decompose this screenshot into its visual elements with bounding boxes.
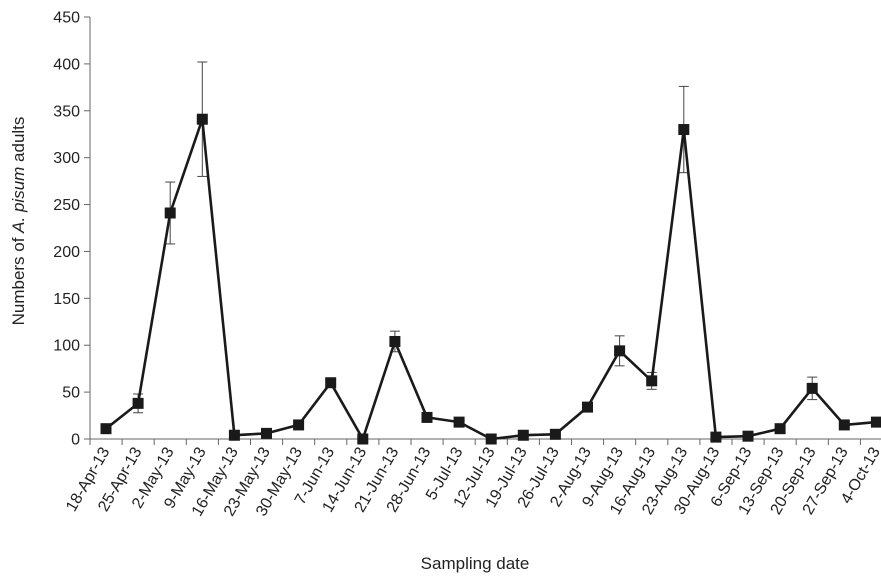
data-point-marker	[838, 419, 850, 431]
data-point-marker	[517, 429, 529, 441]
data-markers	[100, 113, 881, 445]
data-point-marker	[389, 335, 401, 347]
error-bars	[133, 61, 818, 414]
data-point-marker	[678, 124, 690, 136]
data-point-marker	[325, 377, 337, 389]
y-axis-ticks: 0 50 100 150 200 250 300 350 400 450	[53, 10, 90, 449]
y-tick-label: 100	[53, 338, 80, 355]
data-point-marker	[228, 429, 240, 441]
data-point-marker	[614, 345, 626, 357]
y-axis-title-prefix: Numbers of	[9, 233, 28, 326]
data-point-marker	[582, 401, 593, 413]
series-line	[105, 117, 877, 441]
data-point-marker	[485, 433, 497, 445]
y-tick-label: 0	[71, 432, 80, 449]
y-axis-title-suffix: adults	[9, 117, 28, 167]
data-point-marker	[293, 419, 305, 431]
data-point-marker	[164, 207, 176, 219]
data-point-marker	[132, 397, 144, 409]
y-axis-title-species: A. pisum	[9, 167, 28, 234]
data-point-marker	[261, 427, 272, 439]
data-point-marker	[774, 423, 786, 435]
data-point-marker	[196, 113, 208, 125]
data-point-marker	[453, 416, 465, 428]
data-point-marker	[806, 382, 818, 394]
y-tick-label: 250	[53, 197, 80, 214]
x-axis-ticks: 18-Apr-1325-Apr-132-May-139-May-1316-May…	[63, 439, 881, 519]
data-point-marker	[646, 375, 658, 387]
data-point-marker	[100, 423, 112, 435]
data-point-marker	[357, 433, 369, 445]
data-point-marker	[421, 411, 433, 423]
y-tick-label: 450	[53, 10, 80, 27]
y-tick-label: 300	[53, 150, 80, 167]
x-axis-title: Sampling date	[421, 554, 530, 573]
y-axis-title: Numbers of A. pisum adults	[9, 117, 28, 326]
data-point-marker	[549, 428, 561, 440]
y-tick-label: 200	[53, 244, 80, 261]
data-point-marker	[742, 430, 754, 442]
data-point-marker	[870, 416, 881, 428]
y-tick-label: 150	[53, 291, 80, 308]
data-point-marker	[710, 431, 722, 443]
y-tick-label: 400	[53, 56, 80, 73]
y-tick-label: 50	[62, 385, 80, 402]
y-tick-label: 350	[53, 103, 80, 120]
